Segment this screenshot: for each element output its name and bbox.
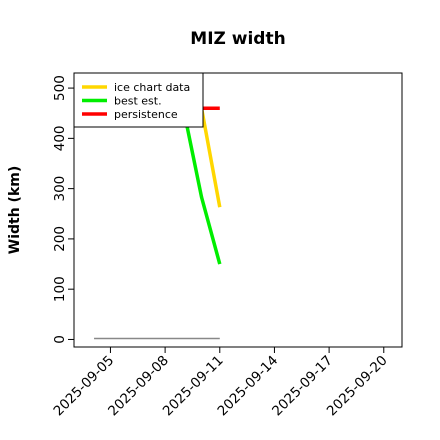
legend-box xyxy=(73,72,204,128)
chart-title: MIZ width xyxy=(190,29,285,49)
y-tick-label: 0 xyxy=(52,335,68,344)
series-line-best-est xyxy=(181,107,222,265)
legend-label-persistence: persistence xyxy=(114,108,178,121)
y-tick-label: 100 xyxy=(52,276,68,302)
plot-frame xyxy=(73,72,403,348)
y-tick-label: 200 xyxy=(52,226,68,252)
legend-label-best-est: best est. xyxy=(114,95,162,108)
y-tick-label: 400 xyxy=(52,125,68,151)
y-axis: 0 100 200 300 400 500 xyxy=(52,75,74,344)
legend-label-ice-chart-data: ice chart data xyxy=(114,81,190,94)
y-tick-label: 300 xyxy=(52,176,68,202)
y-axis-label: Width (km) xyxy=(7,166,23,255)
x-axis: 2025-09-052025-09-082025-09-112025-09-14… xyxy=(50,347,391,419)
y-tick-label: 500 xyxy=(52,75,68,101)
